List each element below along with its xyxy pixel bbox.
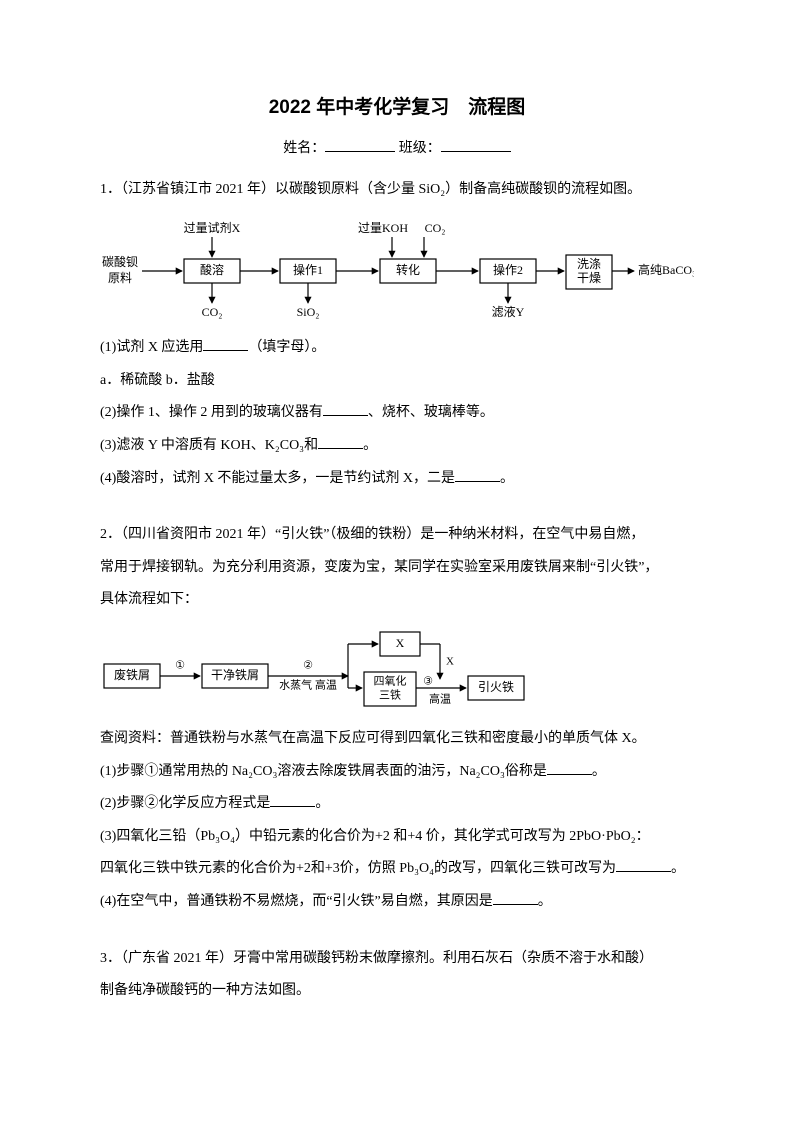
class-blank[interactable] (441, 137, 511, 152)
q2-circ2: ② (303, 660, 313, 672)
q1-flowchart: 碳酸钡 原料 过量试剂X 酸溶 CO₂ 操作1 SiO₂ 过量KOH (100, 213, 694, 323)
q1-1-blank[interactable] (203, 336, 248, 351)
q1-1: (1)试剂 X 应选用（填字母）。 (100, 335, 694, 362)
q1-intro: 1．（江苏省镇江市 2021 年）以碳酸钡原料（含少量 SiO₂）制备高纯碳酸钡… (100, 177, 694, 204)
page-title: 2022 年中考化学复习 流程图 (100, 90, 694, 126)
name-label: 姓名： (283, 141, 325, 156)
q1-filtrateY: 滤液Y (492, 304, 525, 319)
q1-ab: a．稀硫酸 b．盐酸 (100, 368, 694, 395)
q1-sio2: SiO₂ (297, 305, 320, 319)
q2-circ1: ① (175, 660, 185, 672)
q1-4-blank[interactable] (455, 467, 500, 482)
q1-box-2: 操作1 (293, 262, 323, 277)
q2-xvert: X (446, 656, 454, 668)
q1-box-4: 操作2 (493, 262, 523, 277)
q2-box-4: 引火铁 (478, 680, 514, 694)
q3-b: 制备纯净碳酸钙的一种方法如图。 (100, 978, 694, 1005)
q2-3a: (3)四氧化三铅（Pb₃O₄）中铅元素的化合价为+2 和+4 价，其化学式可改写… (100, 824, 694, 851)
q2-box-1: 废铁屑 (114, 667, 150, 682)
q2-4: (4)在空气中，普通铁粉不易燃烧，而“引火铁”易自燃，其原因是。 (100, 889, 694, 916)
q2-1-blank[interactable] (547, 760, 592, 775)
q2-1: (1)步骤①通常用热的 Na₂CO₃溶液去除废铁屑表面的油污，Na₂CO₃俗称是… (100, 759, 694, 786)
q1-left-1: 碳酸钡 (102, 254, 138, 269)
q2-flowchart: 废铁屑 ① 干净铁屑 ② 水蒸气 高温 X 四氧化 三铁 X (100, 624, 694, 714)
q2-box-2: 干净铁屑 (211, 668, 259, 682)
q1-4: (4)酸溶时，试剂 X 不能过量太多，一是节约试剂 X，二是。 (100, 466, 694, 493)
q2-intro-b: 常用于焊接钢轨。为充分利用资源，变废为宝，某同学在实验室采用废铁屑来制“引火铁”… (100, 555, 694, 582)
q1-out-t: 高纯BaCO₃ (638, 262, 694, 277)
q2-3-blank[interactable] (616, 857, 671, 872)
q1-box-5a: 洗涤 (577, 257, 601, 271)
q2-ref: 查阅资料：普通铁粉与水蒸气在高温下反应可得到四氧化三铁和密度最小的单质气体 X。 (100, 726, 694, 753)
class-label: 班级： (399, 141, 441, 156)
q2-3b: 四氧化三铁中铁元素的化合价为+2和+3价，仿照 Pb₃O₄的改写，四氧化三铁可改… (100, 856, 694, 883)
q1-3-blank[interactable] (318, 434, 363, 449)
q3-a: 3．（广东省 2021 年）牙膏中常用碳酸钙粉末做摩擦剂。利用石灰石（杂质不溶于… (100, 946, 694, 973)
q2-2-blank[interactable] (270, 792, 315, 807)
q2-box-3a: 四氧化 (374, 674, 407, 688)
q1-box-5b: 干燥 (577, 271, 601, 285)
q1-2-blank[interactable] (323, 401, 368, 416)
q1-box-3: 转化 (396, 262, 420, 277)
page: 2022 年中考化学复习 流程图 姓名： 班级： 1．（江苏省镇江市 2021 … (0, 0, 794, 1123)
q2-circ3: ③ (423, 676, 433, 688)
name-blank[interactable] (325, 137, 395, 152)
q1-3: (3)滤液 Y 中溶质有 KOH、K₂CO₃和。 (100, 433, 694, 460)
q2-box-3b: 三铁 (379, 689, 401, 702)
q1-reagentX: 过量试剂X (184, 220, 241, 235)
q1-left-2: 原料 (108, 271, 132, 285)
q1-co2b: CO₂ (425, 221, 446, 235)
q2-intro-c: 具体流程如下： (100, 587, 694, 614)
q1-koh: 过量KOH (358, 221, 408, 235)
q2-steam: 水蒸气 高温 (279, 678, 337, 692)
q2-hitemp: 高温 (429, 692, 451, 706)
q1-co2: CO₂ (202, 305, 223, 319)
name-class-line: 姓名： 班级： (100, 136, 694, 163)
q2-box-X: X (396, 636, 405, 650)
q1-2: (2)操作 1、操作 2 用到的玻璃仪器有、烧杯、玻璃棒等。 (100, 400, 694, 427)
q2-intro-a: 2．（四川省资阳市 2021 年）“引火铁”（极细的铁粉）是一种纳米材料，在空气… (100, 522, 694, 549)
q2-2: (2)步骤②化学反应方程式是。 (100, 791, 694, 818)
q1-box-1: 酸溶 (200, 262, 224, 277)
q2-4-blank[interactable] (493, 890, 538, 905)
